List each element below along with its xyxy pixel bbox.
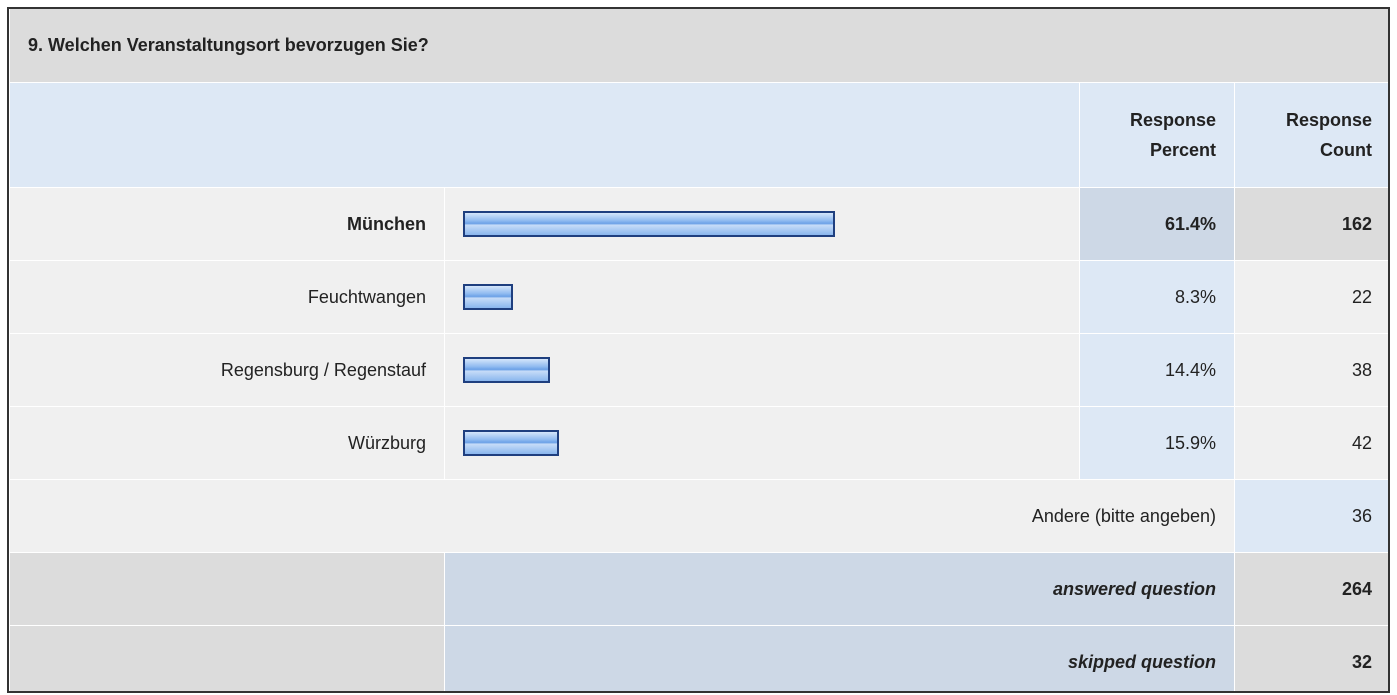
answer-label: Feuchtwangen — [9, 260, 445, 334]
bar — [463, 211, 836, 237]
response-count: 38 — [1233, 333, 1388, 407]
response-percent: 61.4% — [1079, 187, 1235, 261]
survey-table: 9. Welchen Veranstaltungsort bevorzugen … — [7, 7, 1390, 693]
bar-cell — [444, 406, 1080, 480]
answered-label: answered question — [444, 552, 1235, 626]
skipped-row: skipped question 32 — [9, 625, 1388, 691]
answer-row: Regensburg / Regenstauf 14.4% 38 — [9, 333, 1388, 407]
response-count: 22 — [1233, 260, 1388, 334]
table: 9. Welchen Veranstaltungsort bevorzugen … — [9, 9, 1388, 691]
response-percent: 14.4% — [1079, 333, 1235, 407]
response-count: 42 — [1233, 406, 1388, 480]
blank — [9, 625, 445, 691]
response-count: 162 — [1233, 187, 1388, 261]
bar — [463, 357, 551, 383]
response-percent: 8.3% — [1079, 260, 1235, 334]
bar-cell — [444, 187, 1080, 261]
answered-row: answered question 264 — [9, 552, 1388, 626]
bar-cell — [444, 260, 1080, 334]
bar — [463, 430, 560, 456]
other-count: 36 — [1233, 479, 1388, 553]
answer-row: Würzburg 15.9% 42 — [9, 406, 1388, 480]
answer-label: München — [9, 187, 445, 261]
skipped-label: skipped question — [444, 625, 1235, 691]
header-count: Response Count — [1285, 110, 1373, 160]
other-label: Andere (bitte angeben) — [9, 479, 1235, 553]
skipped-count: 32 — [1233, 625, 1388, 691]
header-blank — [9, 82, 1080, 188]
answer-label: Würzburg — [9, 406, 445, 480]
header-cell: Response Percent — [1079, 82, 1235, 188]
header-cell: Response Count — [1233, 82, 1388, 188]
answer-row: München 61.4% 162 — [9, 187, 1388, 261]
answer-label: Regensburg / Regenstauf — [9, 333, 445, 407]
question-title: 9. Welchen Veranstaltungsort bevorzugen … — [9, 9, 1388, 83]
bar — [463, 284, 514, 310]
response-percent: 15.9% — [1079, 406, 1235, 480]
answered-count: 264 — [1233, 552, 1388, 626]
answer-row: Feuchtwangen 8.3% 22 — [9, 260, 1388, 334]
blank — [9, 552, 445, 626]
bar-cell — [444, 333, 1080, 407]
header-percent: Response Percent — [1129, 110, 1216, 160]
other-row: Andere (bitte angeben) 36 — [9, 479, 1388, 553]
